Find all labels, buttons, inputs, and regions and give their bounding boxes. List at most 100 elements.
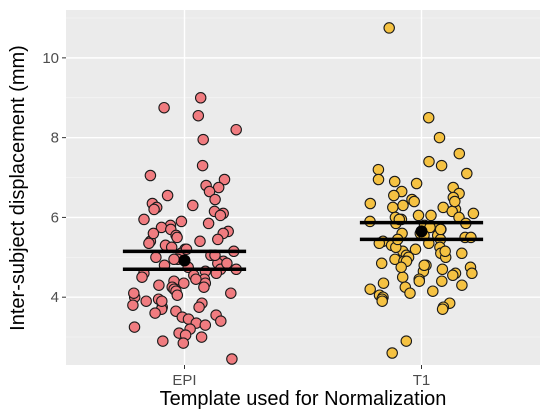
data-point (372, 173, 385, 186)
data-point (157, 335, 169, 347)
summary-bars (122, 220, 484, 272)
data-point (364, 283, 376, 295)
data-point (439, 245, 451, 258)
x-tick-label: EPI (172, 372, 196, 389)
data-point (413, 275, 426, 287)
data-point (194, 92, 207, 104)
data-point (400, 335, 413, 347)
data-point (127, 299, 139, 311)
data-point (178, 277, 190, 289)
data-point (410, 177, 423, 190)
y-tick-label: 8 (51, 130, 59, 147)
data-point (436, 263, 449, 276)
data-point (190, 273, 202, 285)
data-point (196, 159, 209, 172)
data-point (212, 233, 224, 246)
data-point (195, 331, 208, 343)
data-point (434, 223, 447, 236)
data-point (221, 257, 233, 270)
data-point (156, 295, 168, 307)
data-point (456, 279, 468, 291)
data-point (175, 215, 188, 228)
y-tick-label: 6 (51, 209, 59, 226)
data-point (192, 109, 205, 122)
data-point (197, 133, 209, 146)
data-point (423, 155, 435, 168)
data-point (153, 279, 165, 291)
data-point (449, 195, 461, 208)
data-point (218, 173, 231, 186)
data-point (436, 275, 448, 287)
data-point (161, 189, 174, 202)
x-tick-label: T1 (413, 372, 431, 389)
data-point (199, 319, 212, 331)
data-point (148, 203, 160, 216)
data-point (395, 261, 407, 274)
data-point (376, 295, 388, 307)
data-point (377, 277, 390, 289)
data-point (412, 209, 425, 222)
data-point (387, 201, 399, 214)
data-point (171, 231, 183, 244)
data-point (375, 257, 388, 270)
data-point (425, 209, 437, 222)
y-axis-title: Inter-subject displacement (mm) (7, 45, 29, 331)
y-tick-label: 10 (42, 50, 59, 67)
data-point (447, 269, 459, 282)
data-point (386, 347, 398, 359)
data-point (436, 303, 449, 315)
data-point (422, 111, 435, 124)
data-point (158, 101, 170, 114)
data-point (433, 131, 446, 144)
data-point (467, 207, 480, 220)
data-point (168, 253, 180, 266)
data-point (147, 227, 160, 240)
data-point (136, 271, 148, 283)
data-point (203, 185, 216, 198)
data-point (466, 267, 478, 280)
data-point (404, 287, 416, 299)
data-point (177, 337, 190, 349)
data-point (453, 147, 466, 160)
data-point (396, 271, 409, 283)
data-point (230, 123, 242, 136)
data-point (144, 169, 157, 182)
data-point (202, 217, 215, 230)
data-point (171, 289, 184, 301)
axes: 4 6 8 10 EPI T1 (42, 50, 430, 389)
data-point (364, 197, 377, 210)
plot-panel (66, 10, 540, 365)
data-point (150, 251, 162, 264)
data-point (138, 213, 150, 226)
data-point (383, 22, 395, 34)
data-point (435, 159, 448, 172)
data-point (194, 235, 206, 248)
mean-marker (178, 254, 191, 267)
data-point (198, 281, 210, 293)
data-point (226, 353, 238, 365)
data-point (149, 307, 161, 319)
data-point (397, 199, 409, 212)
data-point (193, 301, 205, 313)
data-point (209, 193, 221, 206)
mean-marker (415, 225, 428, 238)
data-point (143, 237, 155, 250)
data-point (215, 315, 227, 327)
data-point (409, 243, 422, 256)
data-point (372, 163, 385, 176)
data-point (418, 259, 430, 272)
x-axis-title: Template used for Normalization (160, 388, 447, 410)
data-point (225, 287, 237, 299)
data-point (388, 189, 400, 202)
data-point (187, 199, 199, 212)
data-point (456, 247, 468, 260)
data-point (427, 285, 439, 297)
data-point (128, 321, 141, 333)
y-tick-label: 4 (51, 289, 59, 306)
data-point (461, 167, 473, 180)
data-point (388, 175, 401, 188)
data-point (408, 195, 420, 208)
data-point (214, 209, 227, 222)
